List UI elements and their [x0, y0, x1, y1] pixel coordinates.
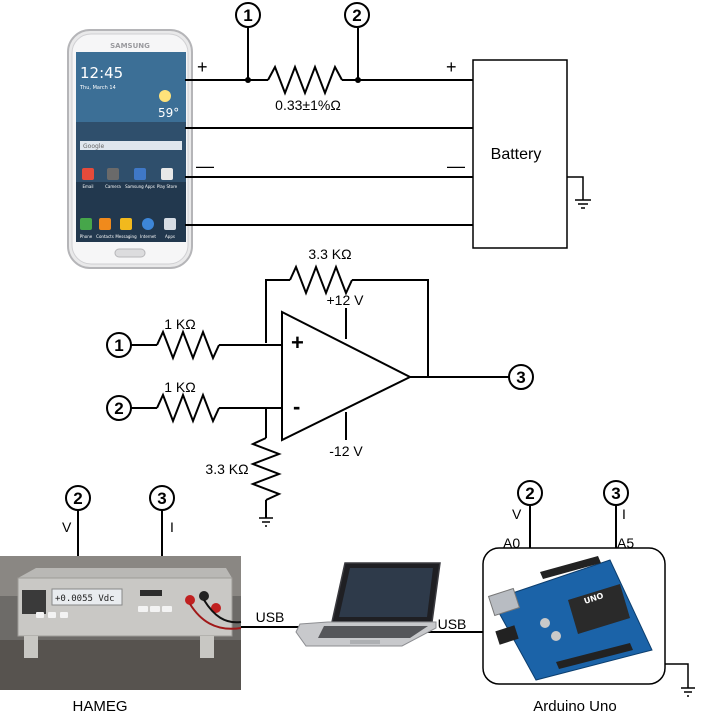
- phone-search-bar: [80, 141, 182, 150]
- svg-text:3: 3: [157, 489, 166, 508]
- opamp-minus-sign: -: [293, 394, 300, 419]
- app-label: Phone: [80, 234, 93, 239]
- app-label: Samsung Apps: [125, 184, 155, 189]
- app-label: Email: [82, 184, 93, 189]
- home-button: [114, 248, 146, 258]
- battery-box: Battery: [472, 59, 591, 249]
- play-store-icon: [161, 168, 173, 180]
- svg-text:2: 2: [352, 6, 361, 25]
- node-marker-2-arduino: 2: [517, 480, 543, 506]
- arduino-pin-a0: A0: [503, 535, 520, 551]
- hameg-input-wires: [77, 510, 163, 556]
- phone-temp: 59°: [158, 106, 179, 120]
- opamp-plus-sign: +: [291, 330, 304, 355]
- node-marker-2-hameg: 2: [65, 485, 91, 511]
- messaging-app-icon: [120, 218, 132, 230]
- arduino-current-label: I: [622, 506, 626, 522]
- node-marker-3-arduino: 3: [603, 480, 629, 506]
- arduino-ground-wire: [665, 663, 689, 688]
- sun-icon: [159, 90, 171, 102]
- feedback-resistor: [289, 264, 353, 296]
- svg-text:3: 3: [516, 368, 525, 387]
- node-marker-3-amp: 3: [508, 364, 534, 390]
- arduino-pin-a5: A5: [617, 535, 634, 551]
- svg-text:1: 1: [114, 336, 123, 355]
- input1-resistor: [156, 329, 220, 361]
- app-label: Messaging: [115, 234, 137, 239]
- arduino-usb-label: USB: [438, 616, 467, 632]
- ground-icon: [681, 687, 695, 697]
- samsung-apps-icon: [134, 168, 146, 180]
- svg-text:2: 2: [114, 399, 123, 418]
- hameg-label: HAMEG: [72, 698, 127, 715]
- node-marker-1-top: 1: [235, 2, 261, 28]
- hameg-display-reading: +0.0055 Vdc: [55, 594, 115, 604]
- arduino-label: Arduino Uno: [533, 698, 616, 715]
- shunt-resistor: [267, 64, 343, 96]
- smartphone-image: SAMSUNG 12:45 Thu, March 14 59° Google E…: [67, 29, 193, 269]
- phone-app-icon: [80, 218, 92, 230]
- phone-brand: SAMSUNG: [110, 42, 150, 50]
- email-app-icon: [82, 168, 94, 180]
- arduino-voltage-label: V: [512, 506, 522, 522]
- phone-date: Thu, March 14: [79, 85, 116, 91]
- battery-minus-sign: —: [447, 156, 465, 176]
- app-label: Apps: [165, 234, 175, 239]
- battery-label: Battery: [491, 146, 542, 163]
- app-label: Camera: [105, 184, 121, 189]
- node-marker-2-amp: 2: [106, 395, 132, 421]
- app-label: Play Store: [157, 184, 178, 189]
- input2-resistor: [156, 392, 220, 424]
- arduino-input-wires: [529, 505, 617, 548]
- differential-amplifier: [131, 264, 510, 527]
- input2-resistor-label: 1 KΩ: [164, 379, 195, 395]
- positive-supply-label: +12 V: [327, 292, 365, 308]
- ground-resistor-label: 3.3 KΩ: [205, 461, 248, 477]
- svg-text:2: 2: [525, 484, 534, 503]
- phone-time: 12:45: [80, 64, 123, 82]
- phone-plus-sign: +: [197, 57, 208, 77]
- hameg-current-label: I: [170, 519, 174, 535]
- ground-icon: [259, 517, 273, 527]
- svg-text:2: 2: [73, 489, 82, 508]
- opamp-triangle: [281, 310, 413, 442]
- internet-app-icon: [142, 218, 154, 230]
- svg-text:3: 3: [611, 484, 620, 503]
- power-wires: [185, 28, 473, 226]
- node-marker-2-top: 2: [344, 2, 370, 28]
- laptop-image: [295, 562, 441, 647]
- ground-icon: [575, 199, 591, 209]
- contacts-app-icon: [99, 218, 111, 230]
- app-label: Contacts: [96, 234, 114, 239]
- svg-text:1: 1: [243, 6, 252, 25]
- input1-resistor-label: 1 KΩ: [164, 316, 195, 332]
- negative-supply-label: -12 V: [329, 443, 363, 459]
- apps-grid-icon: [164, 218, 176, 230]
- hameg-multimeter-image: +0.0055 Vdc: [0, 556, 242, 690]
- ground-resistor: [250, 437, 282, 501]
- node-marker-1-amp: 1: [106, 332, 132, 358]
- hameg-usb-label: USB: [256, 609, 285, 625]
- hameg-display: [51, 588, 123, 606]
- phone-search-label: Google: [83, 143, 104, 150]
- feedback-resistor-label: 3.3 KΩ: [308, 246, 351, 262]
- phone-minus-sign: —: [196, 156, 214, 176]
- camera-app-icon: [107, 168, 119, 180]
- arduino-board-image: UNO: [487, 556, 653, 681]
- hameg-voltage-label: V: [62, 519, 72, 535]
- shunt-label: 0.33±1%Ω: [275, 97, 341, 113]
- node-marker-3-hameg: 3: [149, 485, 175, 511]
- battery-plus-sign: +: [446, 57, 457, 77]
- app-label: Internet: [140, 234, 156, 239]
